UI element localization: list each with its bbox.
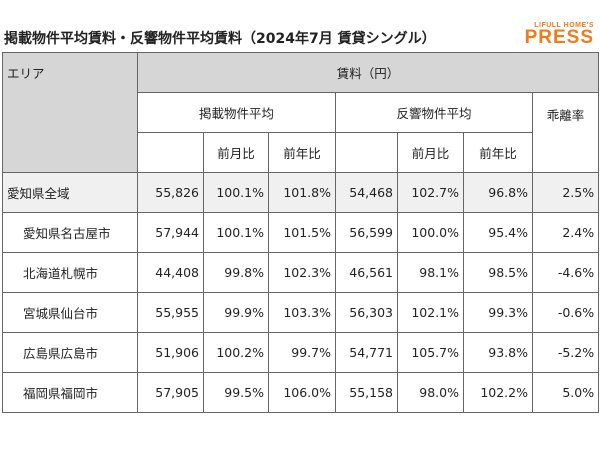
empty-cell (137, 132, 204, 173)
value-cell: 102.3% (268, 252, 336, 293)
value-cell: 100.2% (203, 332, 269, 373)
value-cell: 102.2% (463, 372, 533, 413)
table-row: 愛知県名古屋市 57,944 100.1% 101.5% 56,599 100.0% 95.… (2, 212, 600, 253)
table-row: 広島県広島市 51,906 100.2% 99.7% 54,771 105.7% 93.8%… (2, 332, 600, 373)
area-name: 愛知県全域 (2, 172, 138, 213)
value-cell: 44,408 (137, 252, 204, 293)
value-cell: 57,944 (137, 212, 204, 253)
value-cell: -4.6% (531, 252, 600, 293)
value-cell: 99.5% (203, 372, 269, 413)
area-name: 愛知県名古屋市 (2, 212, 138, 253)
value-cell: 51,906 (137, 332, 204, 373)
group-header: 乖離率 (531, 92, 600, 173)
value-cell: 95.4% (463, 212, 533, 253)
value-cell: 55,158 (335, 372, 398, 413)
sub-header: 前年比 (268, 132, 336, 173)
value-cell: 56,303 (335, 292, 398, 333)
table-row: 宮城県仙台市 55,955 99.9% 103.3% 56,303 102.1% 99.3%… (2, 292, 600, 333)
value-cell: 101.5% (268, 212, 336, 253)
value-cell: 100.1% (203, 172, 269, 213)
value-cell: 101.8% (268, 172, 336, 213)
sub-header: 前月比 (203, 132, 269, 173)
area-name: 広島県広島市 (2, 332, 138, 373)
rent-table: エリア 賃料（円） 掲載物件平均 反響物件平均 乖離率 前月比 前年比 前月比 … (2, 52, 600, 413)
value-cell: -0.6% (531, 292, 600, 333)
value-cell: 98.1% (397, 252, 464, 293)
value-cell: 55,826 (137, 172, 204, 213)
logo-bottom: PRESS (524, 27, 594, 48)
area-header: エリア (2, 52, 138, 173)
value-cell: 102.1% (397, 292, 464, 333)
logo-top: LIFULL HOME'S (534, 22, 594, 29)
value-cell: 99.3% (463, 292, 533, 333)
table-row: 北海道札幌市 44,408 99.8% 102.3% 46,561 98.1% 98.5% -… (2, 252, 600, 293)
value-cell: 2.4% (531, 212, 600, 253)
value-cell: 102.7% (397, 172, 464, 213)
value-cell: 105.7% (397, 332, 464, 373)
logo: LIFULL HOME'S PRESS (525, 22, 594, 47)
value-cell: 56,599 (335, 212, 398, 253)
value-cell: 99.7% (268, 332, 336, 373)
table-row: 愛知県全域 55,826 100.1% 101.8% 54,468 102.7% 96.8%… (2, 172, 600, 213)
value-cell: 100.0% (397, 212, 464, 253)
value-cell: 46,561 (335, 252, 398, 293)
area-name: 宮城県仙台市 (2, 292, 138, 333)
value-cell: -5.2% (531, 332, 600, 373)
value-cell: 103.3% (268, 292, 336, 333)
empty-cell (335, 132, 398, 173)
value-cell: 99.9% (203, 292, 269, 333)
value-cell: 98.0% (397, 372, 464, 413)
value-cell: 55,955 (137, 292, 204, 333)
group-header: 反響物件平均 (335, 92, 533, 133)
value-cell: 93.8% (463, 332, 533, 373)
area-name: 福岡県福岡市 (2, 372, 138, 413)
value-cell: 98.5% (463, 252, 533, 293)
table-row: 福岡県福岡市 57,905 99.5% 106.0% 55,158 98.0% 102.2%… (2, 372, 600, 413)
value-cell: 99.8% (203, 252, 269, 293)
value-cell: 96.8% (463, 172, 533, 213)
value-cell: 106.0% (268, 372, 336, 413)
value-cell: 5.0% (531, 372, 600, 413)
rent-header: 賃料（円） (136, 52, 600, 93)
title: 掲載物件平均賃料・反響物件平均賃料（2024年7月 賃貸シングル） (4, 31, 436, 47)
area-name: 北海道札幌市 (2, 252, 138, 293)
value-cell: 2.5% (531, 172, 600, 213)
value-cell: 100.1% (203, 212, 269, 253)
value-cell: 54,771 (335, 332, 398, 373)
sub-header: 前年比 (463, 132, 533, 173)
value-cell: 54,468 (335, 172, 398, 213)
group-header: 掲載物件平均 (137, 92, 336, 133)
sub-header: 前月比 (397, 132, 464, 173)
value-cell: 57,905 (137, 372, 204, 413)
